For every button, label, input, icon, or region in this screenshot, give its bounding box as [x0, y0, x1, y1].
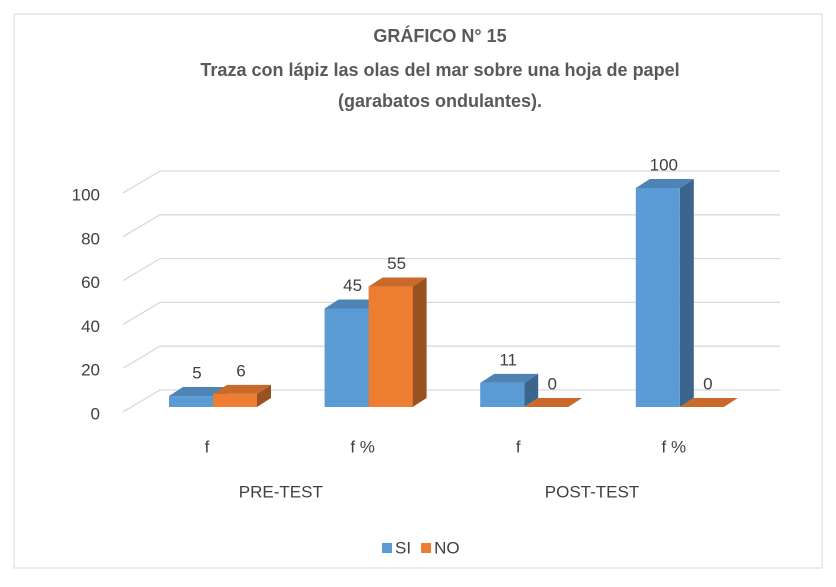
legend-label: NO	[434, 538, 460, 557]
chart-subtitle: Traza con lápiz las olas del mar sobre u…	[200, 60, 679, 80]
bar-face	[480, 373, 539, 383]
value-label: 11	[499, 350, 517, 369]
bar	[368, 277, 427, 407]
grid-line	[122, 257, 780, 282]
bar-face	[324, 299, 383, 309]
grid-line	[122, 214, 780, 238]
value-label: 100	[650, 155, 678, 174]
y-tick-label: 100	[72, 185, 100, 204]
group-label: POST-TEST	[545, 482, 639, 501]
grid-line	[122, 170, 780, 194]
chart-subtitle: (garabatos ondulantes).	[338, 91, 542, 111]
bar-face	[257, 384, 271, 407]
bar	[213, 384, 271, 407]
grid-line	[122, 345, 780, 369]
value-label: 0	[547, 374, 556, 393]
bar-face	[524, 398, 583, 407]
value-label: 45	[343, 276, 362, 295]
grid-line	[122, 389, 780, 413]
bar	[635, 179, 694, 407]
bar-face	[524, 373, 539, 407]
x-tick-label: f %	[662, 437, 687, 456]
legend-swatch	[382, 543, 392, 553]
bar-face	[368, 286, 413, 407]
bar-face	[169, 387, 227, 397]
bar	[524, 398, 583, 407]
bar-face	[635, 188, 680, 407]
value-label: 6	[236, 361, 245, 380]
x-tick-label: f	[205, 437, 210, 456]
bar-face	[412, 277, 427, 407]
bar-face	[213, 393, 257, 407]
bar-face	[368, 277, 427, 287]
y-tick-label: 80	[81, 229, 100, 248]
bar-face	[213, 384, 271, 394]
bar	[480, 373, 539, 407]
y-tick-label: 0	[91, 404, 100, 423]
y-tick-label: 40	[81, 317, 100, 336]
bar-face	[679, 398, 738, 407]
bar-face	[480, 382, 525, 407]
legend-label: SI	[395, 538, 411, 557]
bar	[679, 398, 738, 407]
y-tick-label: 60	[81, 273, 100, 292]
legend-swatch	[421, 543, 432, 553]
bar-face	[635, 179, 694, 188]
bar-face	[324, 308, 369, 407]
x-tick-label: f	[516, 437, 521, 456]
bar-face	[169, 396, 213, 407]
y-tick-label: 20	[81, 361, 100, 380]
value-label: 5	[192, 364, 201, 383]
group-label: PRE-TEST	[239, 482, 323, 501]
chart-title: GRÁFICO N° 15	[373, 25, 506, 46]
bar-face	[679, 179, 694, 407]
x-tick-label: f %	[350, 437, 375, 456]
value-label: 0	[703, 374, 712, 393]
value-label: 55	[387, 254, 406, 273]
grid-line	[122, 301, 780, 325]
